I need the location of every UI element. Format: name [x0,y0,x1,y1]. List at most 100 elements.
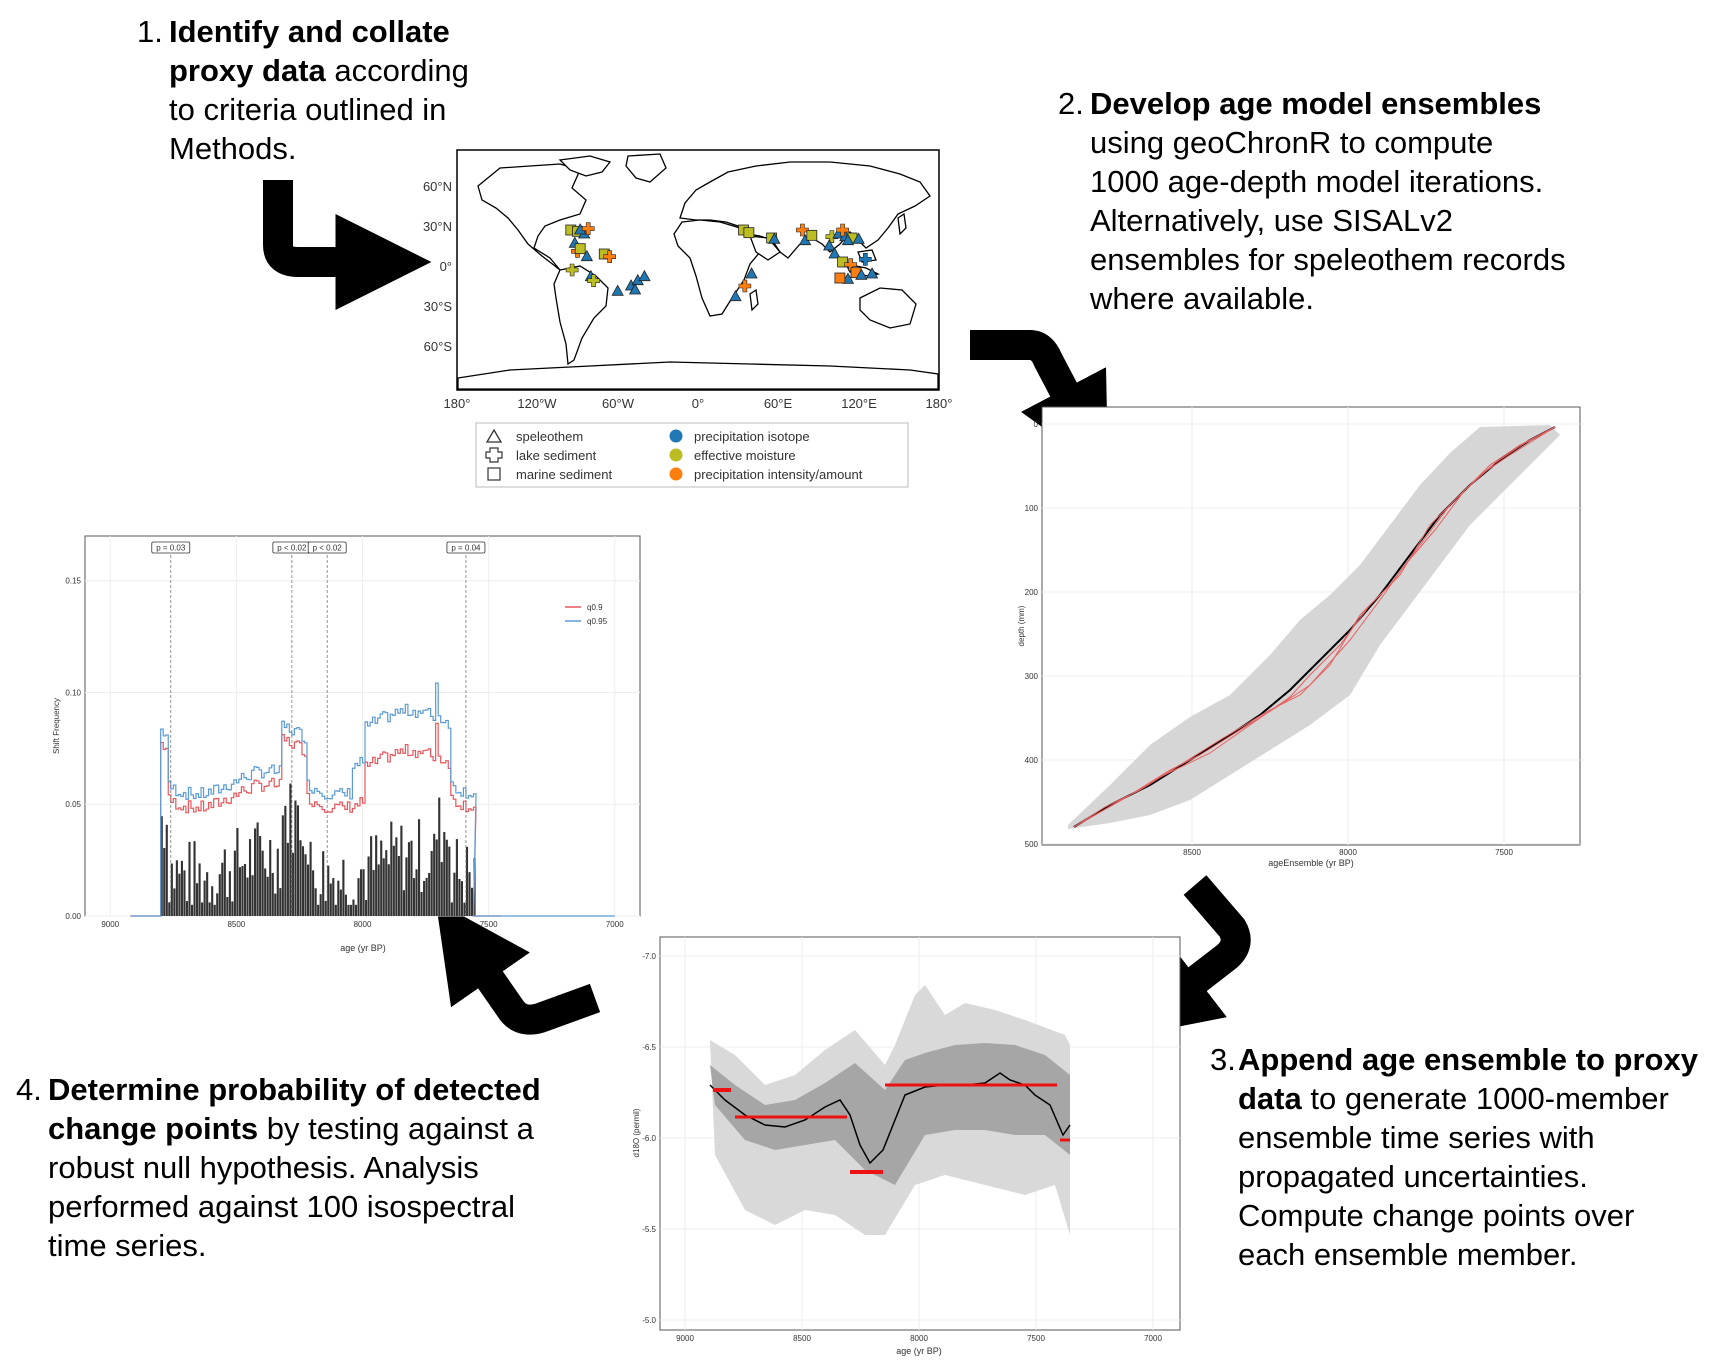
histogram-bar [339,889,342,916]
map-site-marker [738,279,752,293]
step-2-number: 2. [1058,86,1084,121]
histogram-bar [274,893,277,916]
histogram-xtick: 8500 [227,920,245,929]
histogram-bar [337,880,340,916]
timeseries-xtick-7500: 7500 [1027,1334,1045,1343]
age-model-xtick-7500: 7500 [1495,848,1513,857]
age-model-envelope [1068,425,1560,829]
age-model-iteration-3 [1073,426,1556,828]
legend-precip-isotope: precipitation isotope [694,429,810,444]
histogram-bar [243,863,247,916]
legend-speleothem: speleothem [516,429,583,444]
histogram-bar [193,841,196,916]
histogram-xlabel: age (yr BP) [340,943,386,953]
histogram-bar [342,859,345,916]
histogram-bar [448,846,451,916]
histogram-bar [392,845,395,916]
map-lon-label-120e: 120°E [841,396,877,411]
histogram-bar [226,896,229,916]
map-panel: 60°N 30°N 0° 30°S 60°S 180° 120°W 60°W 0… [410,148,970,493]
step-4-line-4: performed against 100 isospectral [48,1189,515,1224]
histogram-bar [256,822,259,916]
histogram-bar [211,886,214,916]
histogram-bar [228,871,231,916]
step-3-line-1: Append age ensemble to proxy [1238,1042,1698,1077]
histogram-bar [279,888,282,916]
histogram-bar [423,880,426,916]
histogram-bar [324,900,327,916]
histogram-pvalue-label: p < 0.02 [277,544,307,553]
timeseries-ytick-50: -5.0 [642,1316,656,1325]
histogram-bar [213,904,216,916]
timeseries-ytick-55: -5.5 [642,1225,656,1234]
map-site-marker [852,232,865,244]
histogram-ytick: 0.15 [65,577,81,586]
legend-dot-orange-icon [669,467,683,481]
histogram-bar [377,864,380,916]
step-3-line-4: propagated uncertainties. [1238,1159,1588,1194]
histogram-bar [180,860,183,916]
histogram-bar [284,805,287,916]
step-1-line-2: proxy data according [169,53,469,88]
histogram-bar [367,856,370,916]
step-3-line-5: Compute change points over [1238,1198,1635,1233]
histogram-bar [175,860,178,916]
histogram-xtick: 7500 [480,920,498,929]
histogram-bar [170,863,173,916]
map-legend: speleothem lake sediment marine sediment… [475,422,909,488]
arrow-4-to-1 [435,901,601,1035]
histogram-bar [254,828,257,916]
map-site-marker [603,250,616,263]
legend-plus-icon [485,447,503,463]
histogram-bar [453,872,456,916]
histogram-xtick: 7000 [606,920,624,929]
histogram-bar [312,870,315,916]
histogram-bar [251,875,254,916]
histogram-bar [372,869,375,916]
histogram-bar [160,816,163,916]
histogram-bar [443,832,446,916]
histogram-bar [425,877,428,916]
timeseries-ytick-65: -6.5 [642,1043,656,1052]
histogram-bar [248,839,252,916]
map-site-marker [823,239,836,251]
timeseries-xtick-8500: 8500 [793,1334,811,1343]
histogram-bar [347,904,350,916]
histogram-bar [291,852,294,916]
map-site-marker [806,229,818,241]
step-2-line-4: Alternatively, use SISALv2 [1090,203,1453,238]
arrow-1-to-2 [263,180,432,311]
step-3-line-6: each ensemble member. [1238,1237,1578,1272]
age-model-ytick-500: 500 [1025,840,1039,849]
histogram-annotations: p = 0.03 p < 0.02 p < 0.02 p = 0.04 [151,541,486,916]
legend-lake-sediment: lake sediment [516,448,597,463]
histogram-bar [201,902,204,916]
histogram-bar [309,841,312,916]
timeseries-ylabel: d18O (permil) [632,1108,641,1157]
step-3-line-3: ensemble time series with [1238,1120,1595,1155]
timeseries-xtick-9000: 9000 [676,1334,694,1343]
histogram-bar [332,878,335,916]
histogram-bar [296,805,300,916]
step-4-line-2: change points by testing against a [48,1111,534,1146]
histogram-bar [362,869,365,916]
histogram-bar [233,850,236,916]
histogram-bar [430,850,433,916]
histogram-bar [375,835,378,916]
histogram-q90-line [130,722,502,917]
map-lat-label-60n: 60°N [423,179,452,194]
legend-square-icon [487,467,501,481]
step-4-line-1: Determine probability of detected [48,1072,541,1107]
histogram-bar [223,849,226,916]
histogram-bar [418,819,421,916]
age-model-panel: 0 100 200 300 400 500 8500 8000 7500 age… [1010,405,1585,875]
histogram-bar [238,867,242,916]
histogram-ytick: 0.05 [65,800,81,809]
histogram-bar [307,864,310,916]
histogram-panel: p = 0.03 p < 0.02 p < 0.02 p = 0.04 0.00 0.0… [45,530,645,960]
histogram-bar [168,902,171,916]
histogram-bar [420,892,423,916]
histogram-bar [387,864,390,916]
histogram-bar [433,833,436,916]
